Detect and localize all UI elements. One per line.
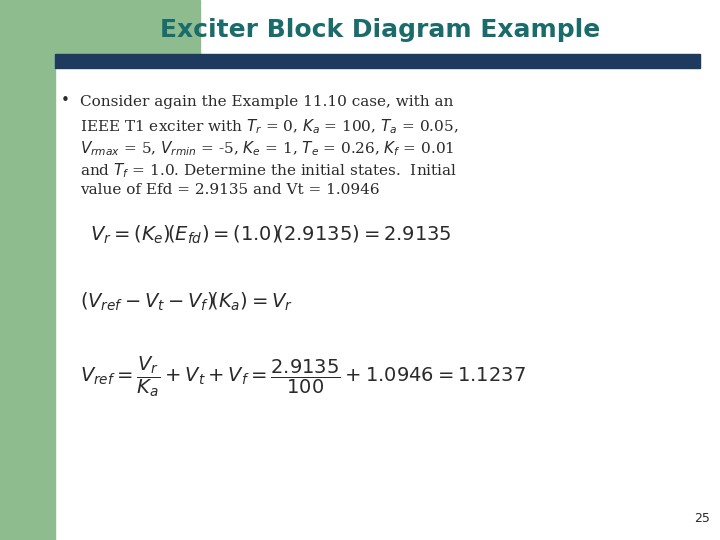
Bar xyxy=(0,0,55,540)
Text: IEEE T1 exciter with $\mathit{T_r}$ = 0, $\mathit{K_a}$ = 100, $\mathit{T_a}$ = : IEEE T1 exciter with $\mathit{T_r}$ = 0,… xyxy=(80,117,459,136)
Text: $\left(V_{ref} - V_t - V_f\right)\!\left(K_a\right) = V_r$: $\left(V_{ref} - V_t - V_f\right)\!\left… xyxy=(80,291,293,313)
Text: Exciter Block Diagram Example: Exciter Block Diagram Example xyxy=(160,18,600,42)
Text: $V_{ref} = \dfrac{V_r}{K_a} + V_t + V_f = \dfrac{2.9135}{100} + 1.0946 = 1.1237$: $V_{ref} = \dfrac{V_r}{K_a} + V_t + V_f … xyxy=(80,355,526,400)
Text: Consider again the Example 11.10 case, with an: Consider again the Example 11.10 case, w… xyxy=(80,95,454,109)
Text: value of Efd = 2.9135 and Vt = 1.0946: value of Efd = 2.9135 and Vt = 1.0946 xyxy=(80,183,379,197)
Text: •: • xyxy=(60,93,69,108)
Bar xyxy=(0,0,200,54)
Text: $\mathit{V_{rmax}}$ = 5, $\mathit{V_{rmin}}$ = -5, $\mathit{K_e}$ = 1, $\mathit{: $\mathit{V_{rmax}}$ = 5, $\mathit{V_{rmi… xyxy=(80,139,454,158)
Bar xyxy=(55,54,700,68)
Text: $V_r = \left(K_e\right)\!\left(E_{fd}\right) = \left(1.0\right)\!\left(2.9135\ri: $V_r = \left(K_e\right)\!\left(E_{fd}\ri… xyxy=(90,224,451,246)
Text: 25: 25 xyxy=(694,512,710,525)
Text: and $\mathit{T_f}$ = 1.0. Determine the initial states.  Initial: and $\mathit{T_f}$ = 1.0. Determine the … xyxy=(80,161,457,180)
